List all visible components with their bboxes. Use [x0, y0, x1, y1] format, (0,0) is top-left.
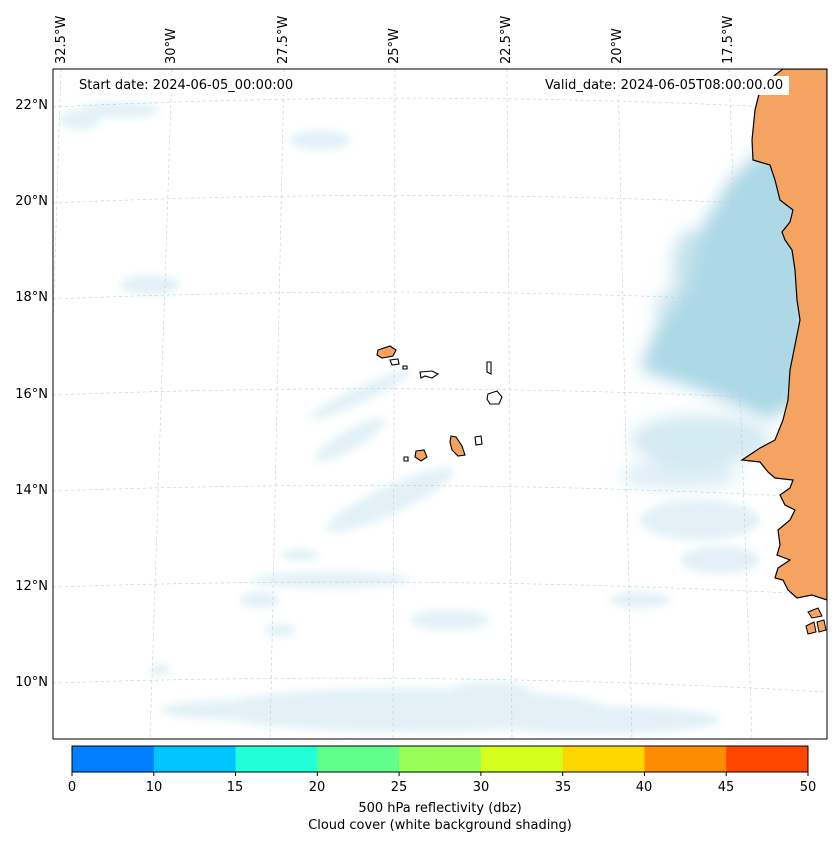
lon-label-25w: 25°W [387, 28, 402, 64]
colorbar-segment [644, 746, 727, 772]
colorbar-tick-label: 30 [472, 780, 490, 795]
start-date-label: Start date: 2024-06-05_00:00:00 [73, 76, 300, 95]
sal-island [486, 361, 492, 375]
colorbar-tick-label: 10 [145, 780, 163, 795]
valid-date-label: Valid_date: 2024-06-05T08:00:00.00 [539, 76, 790, 95]
colorbar-tick-marks [71, 772, 809, 776]
colorbar-tick-label: 35 [554, 780, 572, 795]
lat-label-10n: 10°N [15, 675, 48, 690]
colorbar-tick-label: 40 [635, 780, 653, 795]
lon-label-27-5w: 27.5°W [276, 15, 291, 64]
colorbar-tick-label: 20 [308, 780, 326, 795]
longitude-gridlines [53, 69, 753, 739]
cloud-cover-dense [620, 150, 810, 490]
map-frame [52, 68, 828, 740]
santiago-island [449, 435, 466, 457]
colorbar-subtitle: Cloud cover (white background shading) [308, 818, 572, 833]
lon-label-22-5w: 22.5°W [499, 15, 514, 64]
colorbar-segment [726, 746, 809, 772]
colorbar-segment [72, 746, 155, 772]
colorbar-segment [399, 746, 482, 772]
colorbar-segment [480, 746, 564, 772]
lat-label-12n: 12°N [15, 579, 48, 594]
lon-label-30w: 30°W [164, 28, 179, 64]
colorbar-title: 500 hPa reflectivity (dbz) [358, 801, 522, 816]
coastal-islands [805, 607, 827, 635]
colorbar-segment [317, 746, 400, 772]
lat-label-22n: 22°N [15, 98, 48, 113]
colorbar-segment [153, 746, 237, 772]
cloud-cover-light [60, 102, 760, 734]
boa-vista-island [486, 390, 503, 405]
santa-luzia-island [402, 365, 408, 370]
lat-label-16n: 16°N [15, 387, 48, 402]
colorbar-tick-label: 45 [717, 780, 735, 795]
colorbar-tick-label: 50 [799, 780, 817, 795]
fogo-island [414, 449, 428, 462]
colorbar-frame [71, 745, 809, 773]
santo-antao-island [376, 345, 397, 359]
latitude-gridlines [53, 97, 827, 693]
africa-mainland [740, 69, 827, 601]
colorbar-segment [562, 746, 645, 772]
lat-label-18n: 18°N [15, 290, 48, 305]
lat-label-14n: 14°N [15, 483, 48, 498]
colorbar-tick-label: 15 [226, 780, 244, 795]
colorbar [72, 746, 809, 772]
maio-island [474, 435, 483, 446]
sao-vicente-island [389, 358, 400, 366]
lat-label-20n: 20°N [15, 194, 48, 209]
lon-label-20w: 20°W [610, 28, 625, 64]
lon-label-32-5w: 32.5°W [54, 15, 69, 64]
cape-verde-islands [376, 345, 503, 462]
lon-label-17-5w: 17.5°W [721, 15, 736, 64]
colorbar-segment [235, 746, 318, 772]
colorbar-tick-label: 0 [67, 780, 77, 795]
sao-nicolau-island [419, 370, 440, 379]
ocean-background [53, 69, 827, 739]
colorbar-tick-label: 25 [390, 780, 408, 795]
brava-island [403, 456, 409, 462]
